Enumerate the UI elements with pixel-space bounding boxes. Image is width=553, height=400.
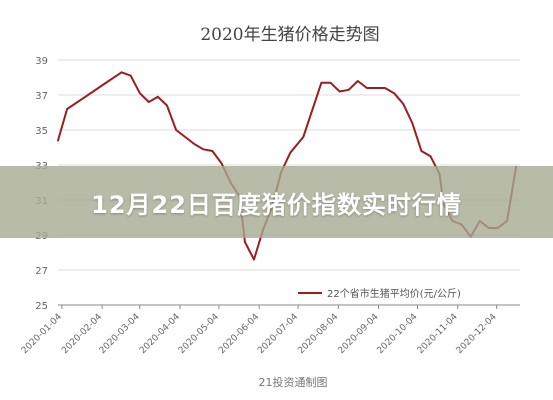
x-tick-label: 2020-08-04: [296, 312, 340, 356]
x-tick-label: 2020-09-04: [337, 312, 381, 356]
x-tick-label: 2020-01-04: [20, 312, 64, 356]
chart-title: 2020年生猪价格走势图: [200, 25, 379, 45]
x-tick-label: 2020-03-04: [98, 312, 142, 356]
x-tick-label: 2020-06-04: [217, 312, 261, 356]
headline-text: 12月22日百度猪价指数实时行情: [91, 190, 462, 219]
x-tick-label: 2020-04-04: [138, 312, 182, 356]
y-tick-label: 27: [35, 266, 48, 277]
headline-banner: 12月22日百度猪价指数实时行情: [0, 166, 553, 238]
y-tick-label: 39: [35, 56, 48, 67]
x-axis-ticks: 2020-01-042020-02-042020-03-042020-04-04…: [20, 305, 499, 356]
y-tick-label: 35: [35, 126, 48, 137]
x-tick-label: 2020-10-04: [376, 312, 420, 356]
legend: 22个省市生猪平均价(元/公斤): [298, 287, 461, 300]
x-tick-label: 2020-05-04: [177, 312, 221, 356]
x-tick-label: 2020-12-04: [455, 312, 499, 356]
y-tick-label: 37: [35, 91, 48, 102]
source-credit: 21投资通制图: [259, 375, 328, 389]
x-tick-label: 2020-11-04: [416, 312, 460, 356]
y-tick-label: 25: [35, 301, 48, 312]
legend-label: 22个省市生猪平均价(元/公斤): [327, 287, 461, 300]
x-tick-label: 2020-07-04: [256, 312, 300, 356]
